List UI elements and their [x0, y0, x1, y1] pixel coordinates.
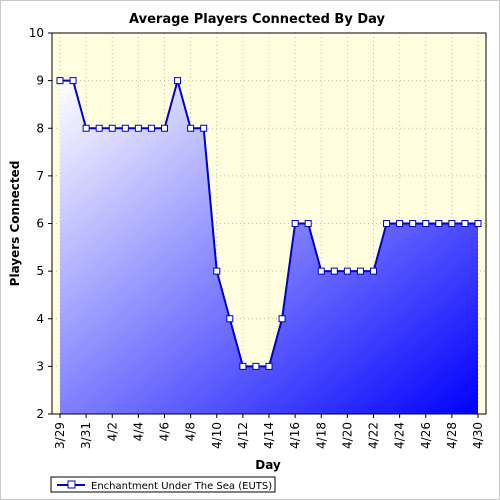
x-tick-label: 4/22	[367, 422, 381, 449]
legend-box	[50, 476, 276, 493]
y-tick-label: 7	[36, 169, 44, 183]
x-tick-label: 4/14	[262, 422, 276, 449]
x-tick-label: 4/2	[105, 422, 119, 441]
data-point	[187, 124, 195, 132]
data-point	[461, 220, 469, 227]
x-tick-label: 4/30	[471, 422, 485, 449]
x-tick-label: 4/10	[210, 422, 224, 449]
x-axis: 3/29 3/31 4/2 4/4 4/6 4/8 4/10 4/12 4/14 4/16 4/18…	[53, 414, 485, 449]
data-point	[200, 124, 208, 132]
legend: Enchantment Under The Sea (EUTS)	[50, 476, 276, 493]
x-tick-label: 4/24	[393, 422, 407, 449]
x-tick-label: 3/31	[79, 422, 93, 449]
legend-marker-swatch	[67, 480, 76, 489]
data-point	[343, 267, 351, 275]
data-point	[435, 220, 443, 227]
x-tick-label: 3/29	[53, 422, 67, 449]
y-tick-label: 9	[36, 74, 44, 88]
x-tick-label: 4/20	[340, 422, 354, 449]
y-tick-label: 2	[36, 407, 44, 421]
data-point	[174, 77, 182, 85]
data-point	[161, 124, 168, 132]
data-point	[317, 267, 325, 275]
y-tick-label: 6	[36, 217, 44, 231]
data-point	[330, 267, 338, 275]
data-point	[448, 220, 456, 227]
data-point	[409, 220, 417, 227]
chart-title: Average Players Connected By Day	[129, 12, 385, 27]
data-point	[383, 220, 391, 227]
data-point	[252, 362, 260, 370]
x-tick-label: 4/28	[445, 422, 459, 449]
x-tick-label: 4/26	[419, 422, 433, 449]
area-fill	[60, 80, 478, 414]
data-point	[474, 220, 482, 227]
y-tick-label: 10	[29, 26, 44, 40]
data-point	[278, 315, 286, 323]
markers	[56, 77, 482, 370]
data-point	[134, 124, 142, 132]
y-tick-label: 4	[36, 312, 44, 326]
y-axis-label: Players Connected	[8, 161, 22, 287]
data-point	[226, 315, 234, 323]
data-point	[291, 220, 299, 227]
data-point	[69, 77, 77, 85]
data-point	[239, 362, 247, 370]
y-tick-label: 3	[36, 359, 44, 373]
data-point	[422, 220, 430, 227]
data-point	[121, 124, 129, 132]
x-tick-label: 4/8	[184, 422, 198, 441]
x-tick-label: 4/16	[288, 422, 302, 449]
data-point	[356, 267, 364, 275]
data-point	[56, 77, 64, 85]
x-tick-label: 4/18	[314, 422, 328, 449]
data-point	[265, 362, 273, 370]
y-axis: 2 3 4 5 6 7 8 9 10	[29, 26, 52, 421]
data-point	[370, 267, 377, 275]
legend-entry-euts: Enchantment Under The Sea (EUTS)	[91, 481, 272, 492]
data-point	[213, 267, 221, 275]
y-tick-label: 5	[36, 264, 44, 278]
data-point	[82, 124, 90, 132]
data-point	[108, 124, 116, 132]
data-point	[304, 220, 312, 227]
x-tick-label: 4/4	[131, 422, 145, 441]
y-tick-label: 8	[36, 121, 44, 135]
data-point	[95, 124, 103, 132]
x-tick-label: 4/6	[158, 422, 172, 441]
x-axis-label: Day	[255, 458, 281, 472]
data-point	[396, 220, 404, 227]
data-point	[147, 124, 155, 132]
x-tick-label: 4/12	[236, 422, 250, 449]
